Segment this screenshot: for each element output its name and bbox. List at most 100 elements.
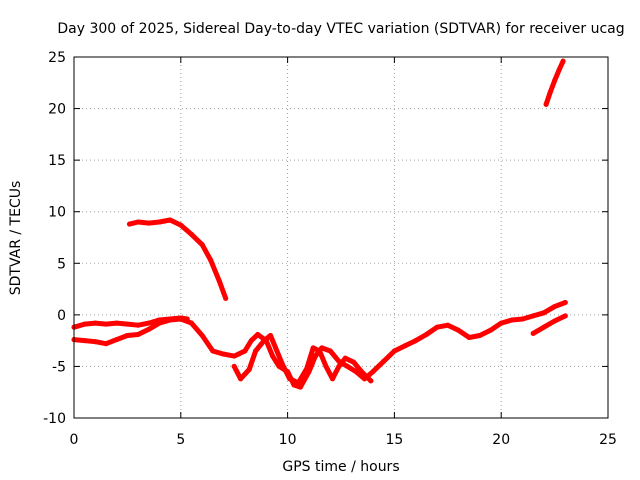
data-point bbox=[124, 333, 130, 338]
data-point bbox=[304, 366, 310, 371]
y-tick-label: -10 bbox=[43, 411, 66, 427]
data-point bbox=[295, 380, 301, 386]
data-point bbox=[231, 353, 237, 359]
data-point bbox=[330, 376, 335, 382]
data-point bbox=[562, 313, 568, 319]
data-point bbox=[552, 78, 558, 84]
data-point bbox=[246, 367, 252, 372]
data-point bbox=[248, 338, 254, 344]
y-tick-label: 20 bbox=[48, 102, 66, 118]
series-layer bbox=[71, 58, 568, 390]
data-point bbox=[344, 363, 350, 369]
data-point bbox=[221, 351, 226, 357]
data-point bbox=[223, 295, 229, 301]
data-point bbox=[327, 348, 333, 354]
data-point bbox=[312, 353, 318, 359]
series-segment-b bbox=[71, 300, 568, 390]
data-point bbox=[498, 320, 504, 326]
data-point bbox=[135, 219, 141, 225]
data-point bbox=[530, 313, 536, 319]
data-point bbox=[216, 278, 222, 284]
tick-layer: 0 5 10 15 20 25 -10 -5 0 5 10 15 20 25 bbox=[43, 50, 617, 448]
series-segment-c bbox=[231, 333, 374, 386]
x-axis-label: GPS time / hours bbox=[282, 459, 399, 475]
data-point bbox=[178, 316, 184, 322]
data-point bbox=[208, 257, 214, 263]
data-point bbox=[541, 310, 547, 316]
data-point bbox=[477, 333, 483, 338]
data-point bbox=[103, 341, 109, 347]
data-point bbox=[114, 320, 120, 326]
data-point bbox=[156, 320, 162, 326]
y-tick-label: 5 bbox=[57, 256, 66, 272]
data-point bbox=[552, 318, 558, 324]
data-point bbox=[210, 348, 216, 354]
data-point bbox=[541, 324, 547, 330]
data-point bbox=[297, 384, 303, 390]
x-tick-label: 0 bbox=[70, 432, 79, 448]
data-point bbox=[268, 333, 273, 338]
data-point bbox=[434, 324, 440, 330]
data-point bbox=[310, 345, 316, 351]
data-point bbox=[238, 376, 244, 382]
data-point bbox=[156, 219, 162, 225]
x-tick-label: 5 bbox=[176, 432, 185, 448]
data-point bbox=[280, 363, 286, 369]
data-point bbox=[146, 320, 152, 326]
data-point bbox=[547, 89, 553, 95]
series-segment-d bbox=[530, 313, 568, 336]
data-point bbox=[199, 242, 205, 248]
data-point bbox=[509, 317, 515, 323]
y-tick-label: 10 bbox=[48, 205, 66, 221]
data-point bbox=[562, 300, 568, 305]
data-point bbox=[261, 338, 267, 344]
data-point bbox=[167, 317, 173, 323]
data-point bbox=[178, 222, 184, 228]
data-point bbox=[82, 338, 88, 344]
data-point bbox=[413, 338, 419, 344]
y-tick-label: 15 bbox=[48, 153, 66, 169]
data-point bbox=[552, 304, 558, 310]
data-point bbox=[543, 101, 549, 107]
data-point bbox=[488, 327, 493, 333]
x-tick-label: 15 bbox=[385, 432, 403, 448]
data-point bbox=[287, 376, 293, 382]
data-point bbox=[199, 333, 205, 338]
data-point bbox=[242, 348, 248, 354]
grid-layer bbox=[74, 57, 608, 418]
data-point bbox=[146, 220, 152, 226]
data-point bbox=[92, 320, 98, 326]
data-point bbox=[560, 58, 566, 64]
data-point bbox=[270, 353, 276, 359]
x-tick-label: 20 bbox=[492, 432, 510, 448]
data-point bbox=[231, 363, 237, 369]
data-point bbox=[124, 321, 130, 327]
data-point bbox=[135, 322, 141, 328]
data-point bbox=[103, 321, 109, 327]
data-point bbox=[323, 363, 329, 369]
data-point bbox=[556, 67, 562, 73]
data-point bbox=[253, 348, 259, 354]
data-point bbox=[351, 359, 357, 365]
data-point bbox=[127, 221, 132, 227]
data-point bbox=[370, 369, 376, 375]
x-tick-label: 25 bbox=[599, 432, 617, 448]
data-point bbox=[353, 369, 359, 375]
data-point bbox=[423, 332, 429, 337]
data-point bbox=[402, 343, 408, 349]
data-point bbox=[530, 330, 536, 336]
data-point bbox=[336, 363, 342, 369]
data-point bbox=[456, 327, 461, 333]
data-point bbox=[391, 348, 397, 354]
data-point bbox=[368, 378, 374, 384]
data-point bbox=[189, 231, 194, 237]
data-point bbox=[189, 320, 194, 326]
y-tick-label: 0 bbox=[57, 308, 66, 324]
y-tick-label: -5 bbox=[52, 359, 66, 375]
data-point bbox=[82, 321, 88, 327]
data-point bbox=[255, 332, 261, 337]
y-tick-label: 25 bbox=[48, 50, 66, 66]
data-point bbox=[445, 322, 451, 328]
x-tick-label: 10 bbox=[279, 432, 297, 448]
